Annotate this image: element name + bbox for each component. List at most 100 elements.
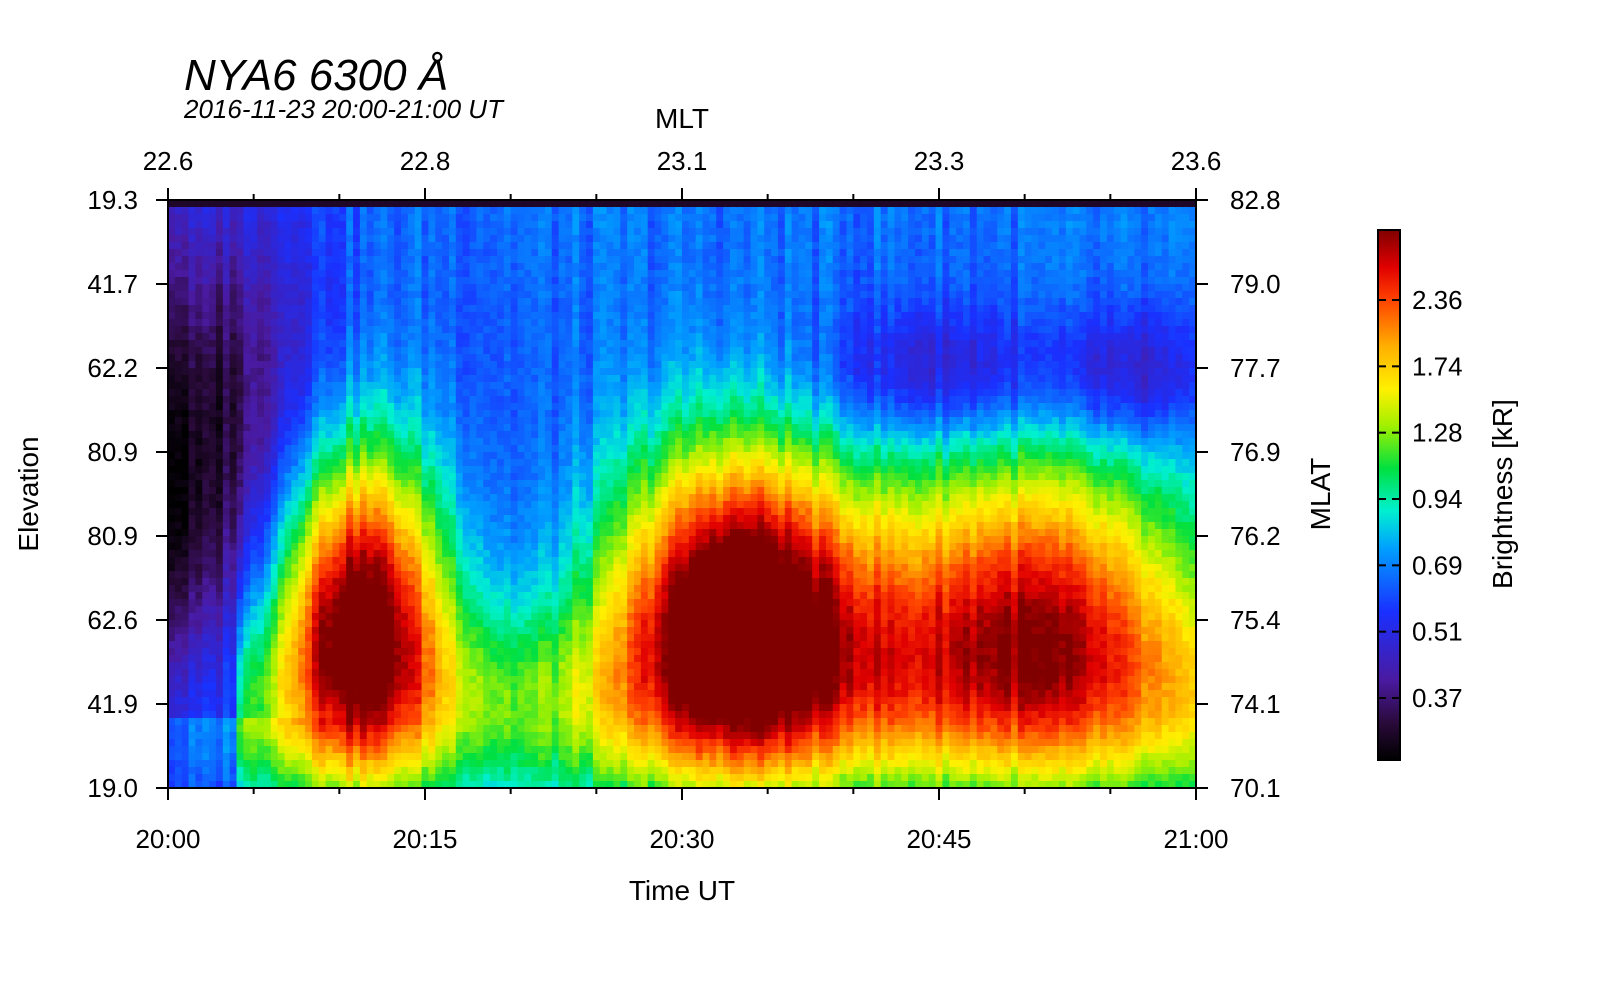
heatmap-cell [174, 508, 183, 516]
heatmap-cell [291, 361, 299, 369]
heatmap-cell [490, 606, 498, 614]
heatmap-cell [263, 473, 272, 481]
heatmap-cell [483, 676, 491, 684]
heatmap-cell [332, 410, 340, 418]
heatmap-cell [538, 270, 546, 278]
heatmap-cell [346, 690, 354, 698]
heatmap-cell [462, 333, 471, 341]
heatmap-cell [421, 557, 430, 565]
heatmap-cell [209, 683, 217, 691]
heatmap-cell [524, 298, 532, 306]
heatmap-cell [202, 424, 210, 432]
heatmap-cell [298, 550, 306, 558]
heatmap-cell [202, 515, 210, 523]
heatmap-cell [428, 543, 436, 551]
heatmap-cell [236, 536, 244, 544]
heatmap-cell [401, 767, 409, 775]
heatmap-cell [236, 305, 244, 313]
heatmap-cell [496, 508, 505, 516]
heatmap-cell [524, 270, 532, 278]
heatmap-cell [483, 270, 491, 278]
heatmap-cell [407, 571, 416, 579]
heatmap-cell [202, 613, 210, 621]
heatmap-cell [448, 333, 457, 341]
heatmap-cell [243, 725, 251, 733]
heatmap-cell [387, 718, 395, 726]
heatmap-cell [318, 564, 327, 572]
heatmap-cell [517, 284, 525, 292]
heatmap-cell [291, 508, 299, 516]
heatmap-cell [270, 620, 279, 628]
heatmap-cell [250, 312, 258, 320]
heatmap-cell [181, 676, 190, 684]
heatmap-cell [346, 704, 354, 712]
heatmap-cell [346, 277, 354, 285]
heatmap-cell [298, 277, 306, 285]
heatmap-cell [236, 263, 244, 271]
heatmap-cell [476, 711, 484, 719]
heatmap-cell [243, 711, 251, 719]
heatmap-cell [284, 760, 292, 768]
heatmap-cell [325, 305, 334, 313]
heatmap-cell [263, 592, 272, 600]
heatmap-cell [538, 347, 546, 355]
heatmap-cell [229, 207, 238, 215]
heatmap-cell [339, 718, 347, 726]
heatmap-cell [236, 760, 244, 768]
heatmap-cell [366, 564, 375, 572]
heatmap-cell [257, 753, 265, 761]
heatmap-cell [257, 690, 265, 698]
heatmap-cell [353, 711, 361, 719]
heatmap-cell [311, 767, 320, 775]
heatmap-cell [277, 732, 286, 740]
heatmap-cell [401, 515, 409, 523]
heatmap-cell [291, 284, 299, 292]
heatmap-cell [510, 662, 519, 670]
heatmap-cell [394, 557, 402, 565]
heatmap-cell [325, 557, 334, 565]
heatmap-cell [188, 438, 197, 446]
heatmap-cell [168, 410, 176, 418]
heatmap-cell [195, 718, 203, 726]
heatmap-cell [353, 431, 361, 439]
heatmap-cell [476, 319, 484, 327]
heatmap-cell [435, 326, 443, 334]
heatmap-cell [318, 410, 327, 418]
heatmap-cell [538, 494, 546, 502]
heatmap-cell [263, 452, 272, 460]
heatmap-cell [524, 410, 532, 418]
heatmap-cell [318, 529, 327, 537]
heatmap-cell [298, 368, 306, 376]
heatmap-cell [181, 277, 190, 285]
heatmap-cell [339, 690, 347, 698]
heatmap-cell [270, 557, 279, 565]
heatmap-cell [551, 431, 560, 439]
heatmap-cell [531, 515, 539, 523]
heatmap-cell [565, 732, 573, 740]
heatmap-cell [284, 746, 292, 754]
heatmap-cell [270, 655, 279, 663]
heatmap-cell [442, 417, 450, 425]
heatmap-cell [215, 445, 224, 453]
heatmap-cell [277, 396, 286, 404]
heatmap-cell [531, 375, 539, 383]
heatmap-cell [428, 249, 436, 257]
heatmap-cell [483, 767, 491, 775]
heatmap-cell [435, 284, 443, 292]
heatmap-cell [168, 431, 176, 439]
heatmap-cell [544, 361, 553, 369]
heatmap-cell [524, 515, 532, 523]
heatmap-cell [510, 298, 519, 306]
heatmap-cell [318, 333, 327, 341]
heatmap-cell [168, 753, 176, 761]
heatmap-cell [353, 480, 361, 488]
heatmap-cell [503, 508, 512, 516]
heatmap-cell [503, 578, 512, 586]
heatmap-cell [442, 641, 450, 649]
heatmap-cell [401, 487, 409, 495]
heatmap-cell [243, 529, 251, 537]
heatmap-cell [298, 389, 306, 397]
heatmap-cell [325, 697, 334, 705]
heatmap-cell [298, 683, 306, 691]
heatmap-cell [414, 354, 423, 362]
